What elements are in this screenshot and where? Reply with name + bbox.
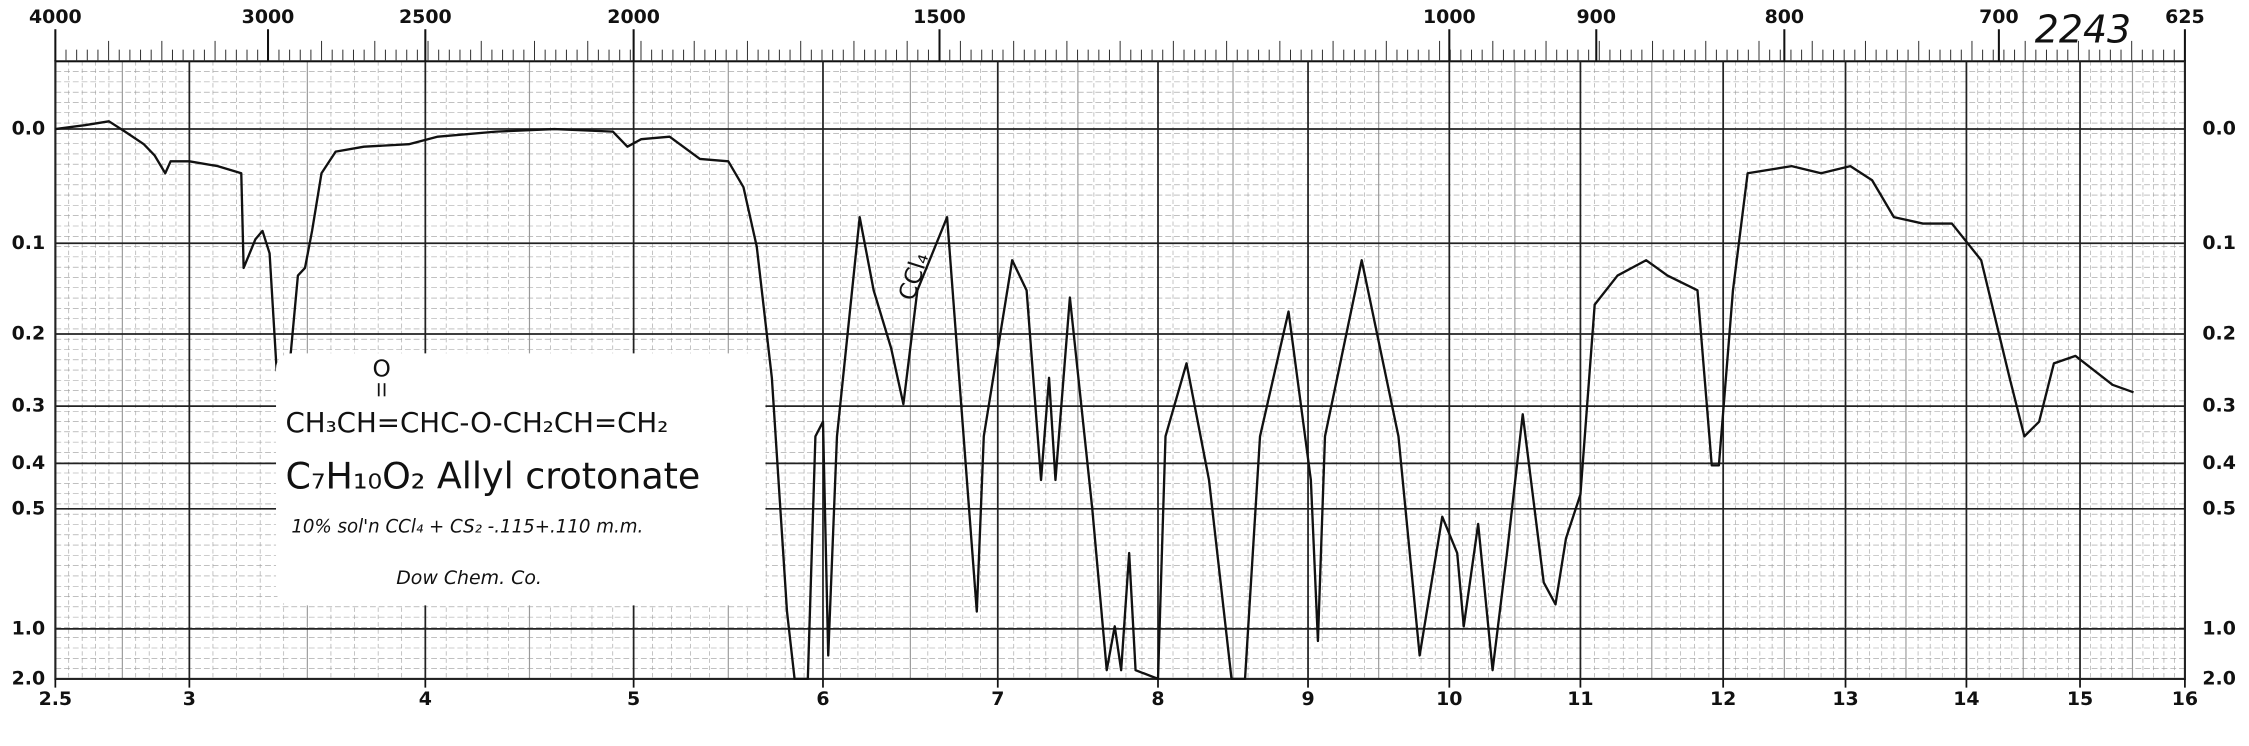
x-tick-label: 9 [1301, 688, 1314, 710]
y2-tick-label: 0.3 [2202, 395, 2236, 417]
spectrum [55, 120, 2134, 681]
y2-tick-label: 0.0 [2202, 118, 2236, 140]
y2-tick-label: 0.4 [2202, 452, 2236, 474]
y2-tick-label: 2.0 [2202, 667, 2236, 689]
x-tick-label: 15 [2067, 688, 2093, 710]
x2-tick-label: 700 [1979, 6, 2019, 28]
y2-tick-label: 0.1 [2202, 232, 2236, 254]
x2-tick-label: 4000 [29, 6, 82, 28]
x-tick-label: 13 [1832, 688, 1858, 710]
annotation: C₇H₁₀O₂ Allyl crotonate [285, 454, 700, 497]
y-tick-label: 0.5 [12, 497, 46, 519]
y-tick-label: 0.3 [12, 395, 46, 417]
x2-tick-label: 1500 [913, 6, 966, 28]
y-tick-label: 0.4 [12, 452, 46, 474]
y2-tick-label: 0.5 [2202, 497, 2236, 519]
y2-tick-label: 1.0 [2202, 617, 2236, 639]
x2-tick-label: 1000 [1423, 6, 1476, 28]
annotation: 10% sol'n CCl₄ + CS₂ -.115+.110 m.m. [291, 516, 643, 537]
annotation: 2243 [2035, 8, 2131, 52]
x-tick-label: 7 [991, 688, 1004, 710]
x2-tick-label: 2500 [399, 6, 452, 28]
y-tick-label: 2.0 [12, 667, 46, 689]
x-tick-label: 5 [627, 688, 640, 710]
x2-tick-label: 3000 [242, 6, 295, 28]
x-tick-label: 4 [419, 688, 432, 710]
annotation: Dow Chem. Co. [396, 567, 542, 589]
label-box [276, 353, 766, 606]
label-panel [276, 353, 766, 606]
x2-tick-label: 800 [1765, 6, 1805, 28]
x-tick-label: 2.5 [39, 688, 73, 710]
x-tick-label: 16 [2172, 688, 2198, 710]
y-tick-label: 0.1 [12, 232, 46, 254]
x2-tick-label: 900 [1577, 6, 1616, 28]
labels: 0.0 0.0 0.1 0.1 0.2 0.2 0.3 0.3 0.4 0.4 0.5 0.5 1.0 1… [12, 6, 2236, 710]
x-tick-label: 11 [1567, 688, 1593, 710]
x2-tick-label: 2000 [607, 6, 660, 28]
spectrum-line [55, 120, 2134, 681]
x-tick-label: 6 [816, 688, 829, 710]
x-tick-label: 8 [1151, 688, 1164, 710]
annotation: O [372, 356, 390, 383]
y2-tick-label: 0.2 [2202, 323, 2236, 345]
y-tick-label: 0.0 [12, 118, 46, 140]
annotation: CH₃CH=CHC-O-CH₂CH=CH₂ [285, 406, 668, 439]
x2-tick-label: 625 [2165, 6, 2205, 28]
y-tick-label: 0.2 [12, 323, 46, 345]
x-tick-label: 3 [183, 688, 196, 710]
x-tick-label: 12 [1710, 688, 1736, 710]
y-tick-label: 1.0 [12, 617, 46, 639]
x-tick-label: 10 [1436, 688, 1462, 710]
x-tick-label: 14 [1953, 688, 1979, 710]
